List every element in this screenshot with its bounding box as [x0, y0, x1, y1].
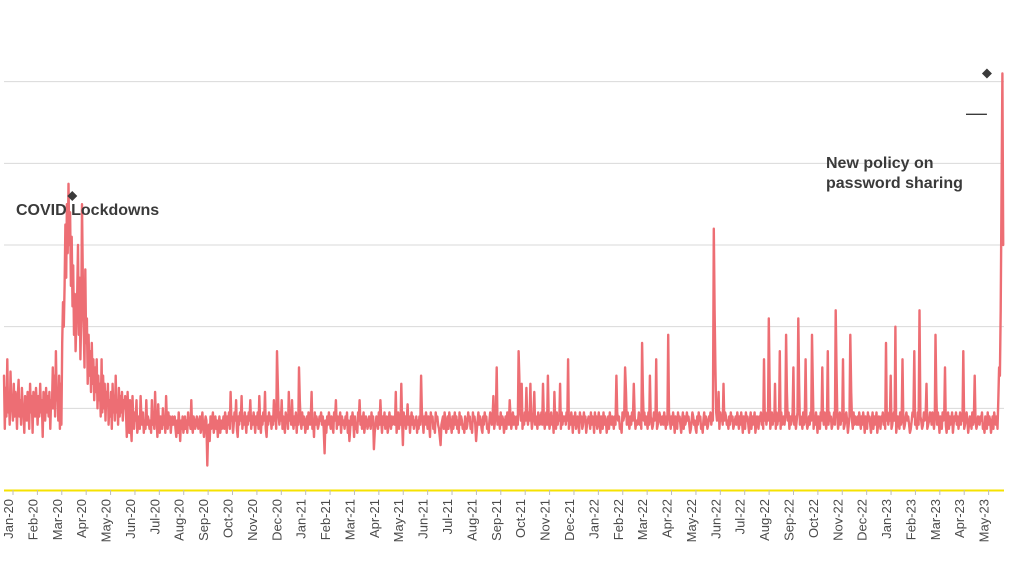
x-tick-label: Jun-22	[708, 499, 723, 539]
x-tick-label: Apr-22	[660, 499, 675, 538]
x-tick-label: Sep-22	[781, 499, 796, 541]
x-tick-label: Feb-21	[318, 499, 333, 540]
x-tick-label: Apr-21	[367, 499, 382, 538]
x-tick-label: Jan-20	[1, 499, 16, 539]
x-tick-label: Feb-20	[25, 499, 40, 540]
series-line	[4, 74, 1003, 466]
x-tick-label: Jul-20	[147, 499, 162, 534]
x-tick-label: Jul-22	[733, 499, 748, 534]
x-tick-label: Jan-21	[294, 499, 309, 539]
x-tick-label: Dec-21	[562, 499, 577, 541]
x-tick-label: Jan-23	[879, 499, 894, 539]
x-tick-label: Feb-22	[611, 499, 626, 540]
x-tick-label: Feb-23	[903, 499, 918, 540]
x-tick-label: Mar-20	[50, 499, 65, 540]
annotation-marker	[982, 69, 992, 79]
x-tick-label: Apr-23	[952, 499, 967, 538]
x-tick-label: Dec-20	[269, 499, 284, 541]
x-tick-label: Jan-22	[586, 499, 601, 539]
x-tick-label: Jul-21	[440, 499, 455, 534]
x-tick-label: Aug-20	[172, 499, 187, 541]
x-tick-label: May-22	[684, 499, 699, 542]
time-series-chart: Jan-20 Feb-20 Mar-20 Apr-20 May-20 Jun-20 Jul-…	[0, 0, 1024, 576]
x-tick-label: Nov-21	[538, 499, 553, 541]
annotation-text: New policy on	[826, 155, 934, 172]
x-tick-label: Jun-20	[123, 499, 138, 539]
x-tick-label: Oct-22	[806, 499, 821, 538]
x-tick-label: Mar-23	[928, 499, 943, 540]
x-tick-label: Aug-21	[464, 499, 479, 541]
x-tick-label: Dec-22	[855, 499, 870, 541]
annotation-text: password sharing	[826, 175, 963, 192]
x-tick-label: Nov-20	[245, 499, 260, 541]
x-tick-label: Oct-21	[513, 499, 528, 538]
x-tick-label: May-23	[977, 499, 992, 542]
x-tick-label: Nov-22	[830, 499, 845, 541]
x-tick-label: Mar-21	[342, 499, 357, 540]
x-tick-label: Apr-20	[74, 499, 89, 538]
x-tick-label: Aug-22	[757, 499, 772, 541]
x-tick-label: Mar-22	[635, 499, 650, 540]
x-tick-label: Oct-20	[221, 499, 236, 538]
annotation-text: COVID Lockdowns	[16, 202, 159, 219]
x-tick-label: Sep-20	[196, 499, 211, 541]
x-tick-label: Jun-21	[416, 499, 431, 539]
x-tick-label: Sep-21	[489, 499, 504, 541]
x-tick-label: May-20	[99, 499, 114, 542]
x-tick-label: May-21	[391, 499, 406, 542]
